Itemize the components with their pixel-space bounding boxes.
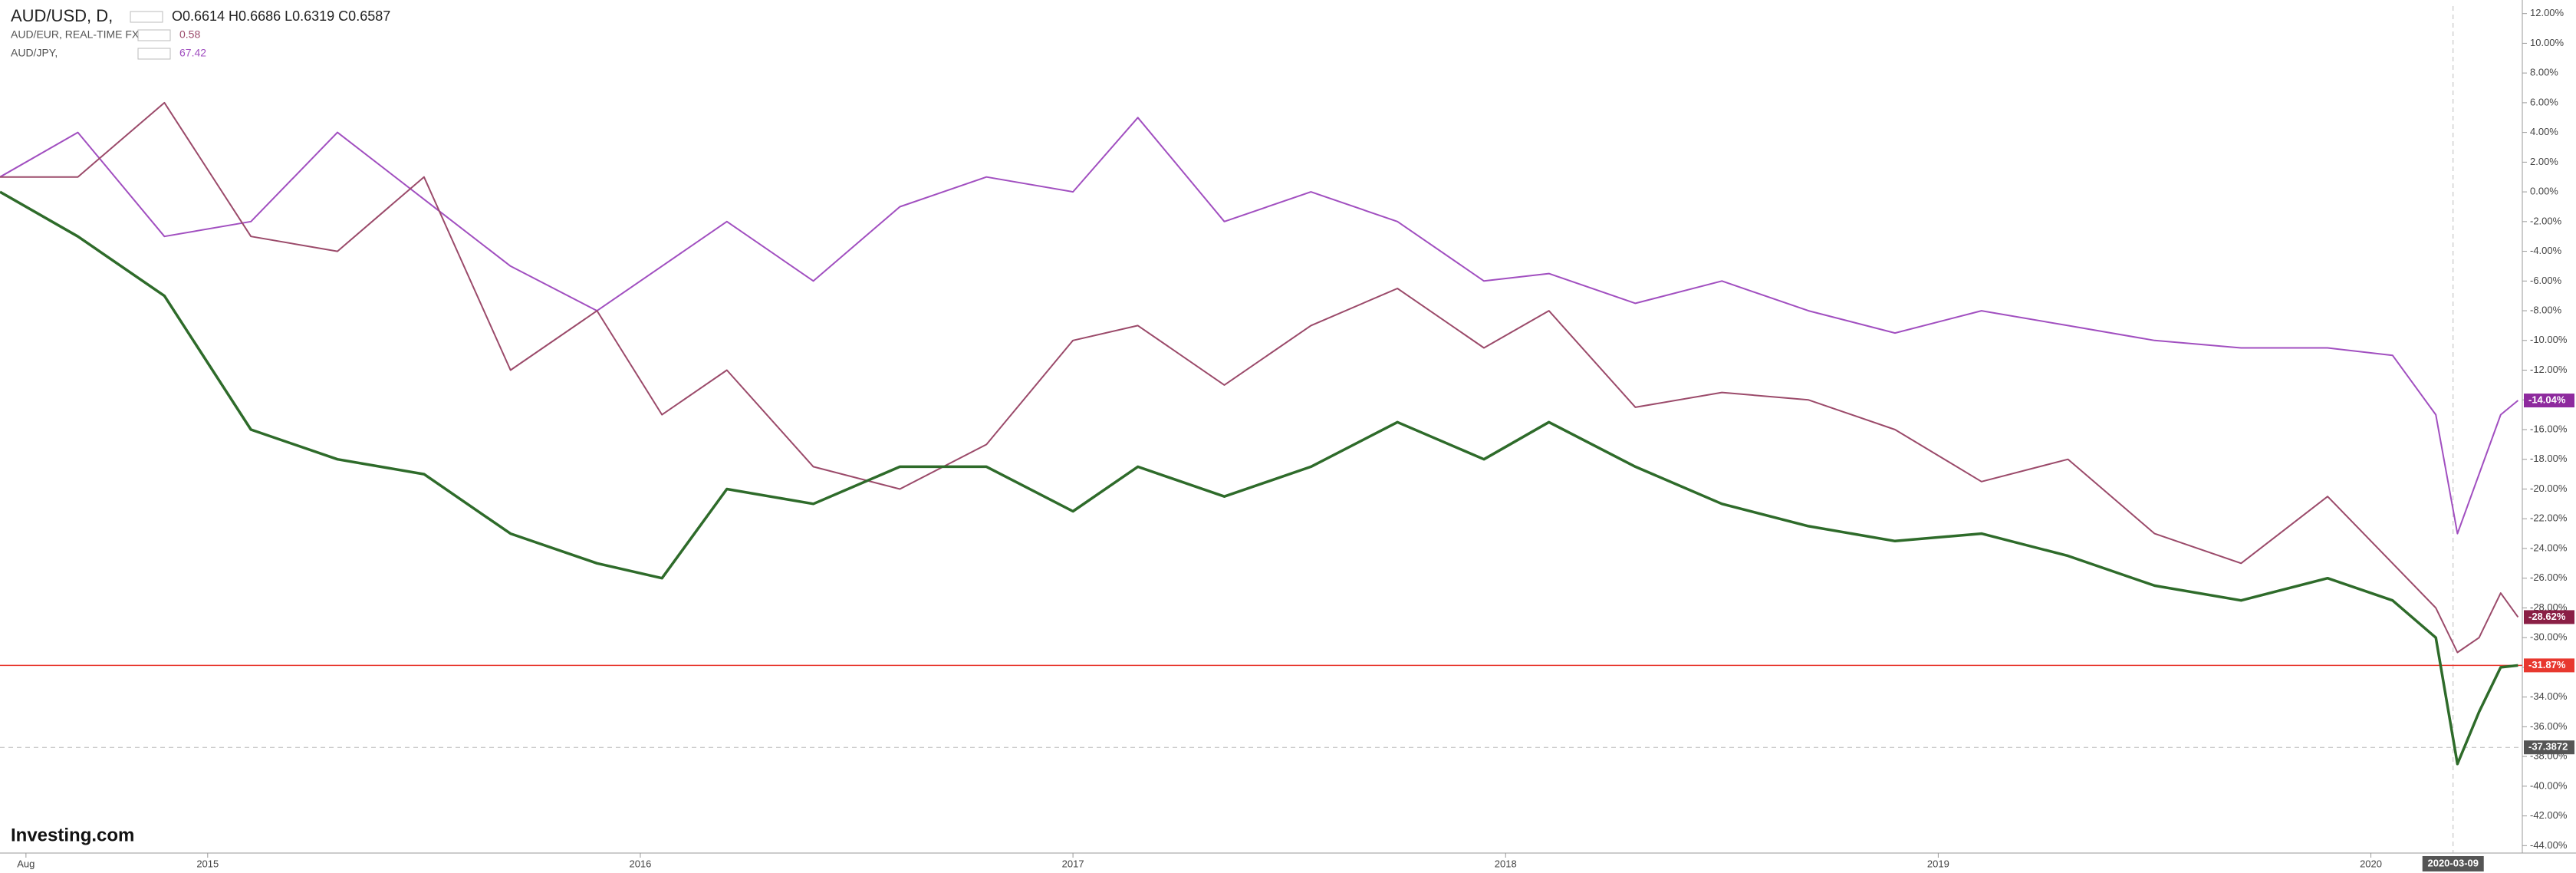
y-tick-label: -26.00% (2530, 572, 2568, 583)
x-tick-label: 2015 (196, 858, 219, 869)
legend-info: 67.42 (179, 47, 206, 59)
series-line (0, 101, 2519, 654)
y-tick-label: 12.00% (2530, 7, 2564, 18)
y-tick-label: -4.00% (2530, 245, 2562, 256)
x-tick-label: 2016 (629, 858, 651, 869)
legend-buttons (130, 11, 163, 23)
y-tick-label: 4.00% (2530, 126, 2558, 137)
x-tick-label: 2017 (1062, 858, 1084, 869)
y-tick-label: -6.00% (2530, 275, 2562, 286)
y-tick-label: -34.00% (2530, 690, 2568, 702)
y-tick-label: -40.00% (2530, 779, 2568, 791)
series-line (0, 117, 2519, 535)
x-tick-label: Aug (17, 858, 35, 869)
y-tick-label: 2.00% (2530, 156, 2558, 167)
legend-buttons (137, 48, 171, 60)
y-tick-label: -22.00% (2530, 512, 2568, 524)
legend-buttons (137, 29, 171, 41)
crosshair-y-tag (2524, 740, 2574, 755)
y-tick-label: -18.00% (2530, 453, 2568, 464)
legend-name: AUD/EUR, REAL-TIME FX (11, 28, 140, 41)
x-tick-label: 2019 (1927, 858, 1949, 869)
price-tag (2524, 610, 2574, 624)
crosshair-x-tag (2422, 856, 2484, 871)
price-tag-label: -14.04% (2528, 394, 2566, 405)
legend-info: O0.6614 H0.6686 L0.6319 C0.6587 (172, 8, 390, 24)
y-tick-label: -8.00% (2530, 304, 2562, 315)
crosshair-y-label: -37.3872 (2528, 741, 2568, 753)
y-tick-label: 6.00% (2530, 96, 2558, 107)
price-tag-label: -31.87% (2528, 659, 2566, 670)
y-tick-label: -30.00% (2530, 631, 2568, 643)
legend-info: 0.58 (179, 28, 200, 41)
y-tick-label: -24.00% (2530, 542, 2568, 553)
x-tick-label: 2018 (1495, 858, 1517, 869)
y-tick-label: -12.00% (2530, 364, 2568, 375)
price-tag (2524, 658, 2574, 673)
logo: Investing.com (11, 825, 134, 845)
y-tick-label: -36.00% (2530, 720, 2568, 732)
price-tag-label: -28.62% (2528, 611, 2566, 622)
x-tick-label: 2020 (2360, 858, 2382, 869)
y-tick-label: -16.00% (2530, 423, 2568, 434)
y-tick-label: -44.00% (2530, 839, 2568, 851)
y-tick-label: -28.00% (2530, 601, 2568, 613)
y-tick-label: 10.00% (2530, 37, 2564, 48)
crosshair-x-label: 2020-03-09 (2427, 857, 2479, 868)
y-tick-label: -10.00% (2530, 334, 2568, 345)
y-tick-label: 8.00% (2530, 67, 2558, 78)
y-tick-label: -20.00% (2530, 483, 2568, 494)
y-tick-label: -42.00% (2530, 809, 2568, 821)
legend-name: AUD/JPY, (11, 47, 58, 59)
series-line (0, 190, 2518, 766)
y-tick-label: 0.00% (2530, 186, 2558, 197)
price-tag (2524, 394, 2574, 408)
legend-name: AUD/USD, D, (11, 6, 113, 25)
y-tick-label: -2.00% (2530, 215, 2562, 226)
